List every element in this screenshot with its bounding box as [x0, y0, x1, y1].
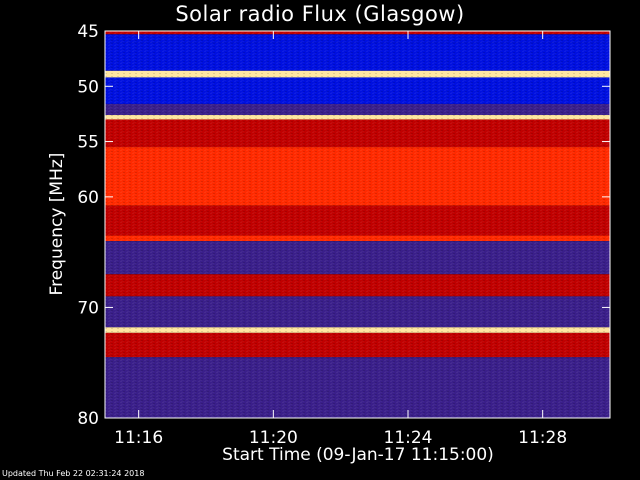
y-tick-label-4: 70: [77, 298, 99, 318]
y-axis-label: Frequency [MHz]: [47, 152, 67, 296]
y-tick-label-1: 50: [77, 77, 99, 97]
y-tick-label-5: 80: [77, 409, 99, 429]
x-tick-label-0: 11:16: [114, 428, 163, 448]
updated-timestamp: Updated Thu Feb 22 02:31:24 2018: [2, 469, 145, 478]
plot-frame: [104, 30, 611, 419]
y-tick-label-3: 60: [77, 188, 99, 208]
y-tick-label-2: 55: [77, 133, 99, 153]
x-tick-label-3: 11:28: [518, 428, 567, 448]
x-tick-label-1: 11:20: [249, 428, 298, 448]
chart-title: Solar radio Flux (Glasgow): [175, 2, 465, 26]
spectrogram-noise: [105, 31, 610, 418]
x-axis-label: Start Time (09-Jan-17 11:15:00): [222, 445, 494, 465]
y-axis-ticks: 45 50 55 60 70 80: [77, 22, 610, 429]
x-axis-ticks: 11:16 11:20 11:24 11:28: [114, 31, 567, 448]
x-tick-label-2: 11:24: [384, 428, 433, 448]
y-tick-label-0: 45: [77, 22, 99, 42]
